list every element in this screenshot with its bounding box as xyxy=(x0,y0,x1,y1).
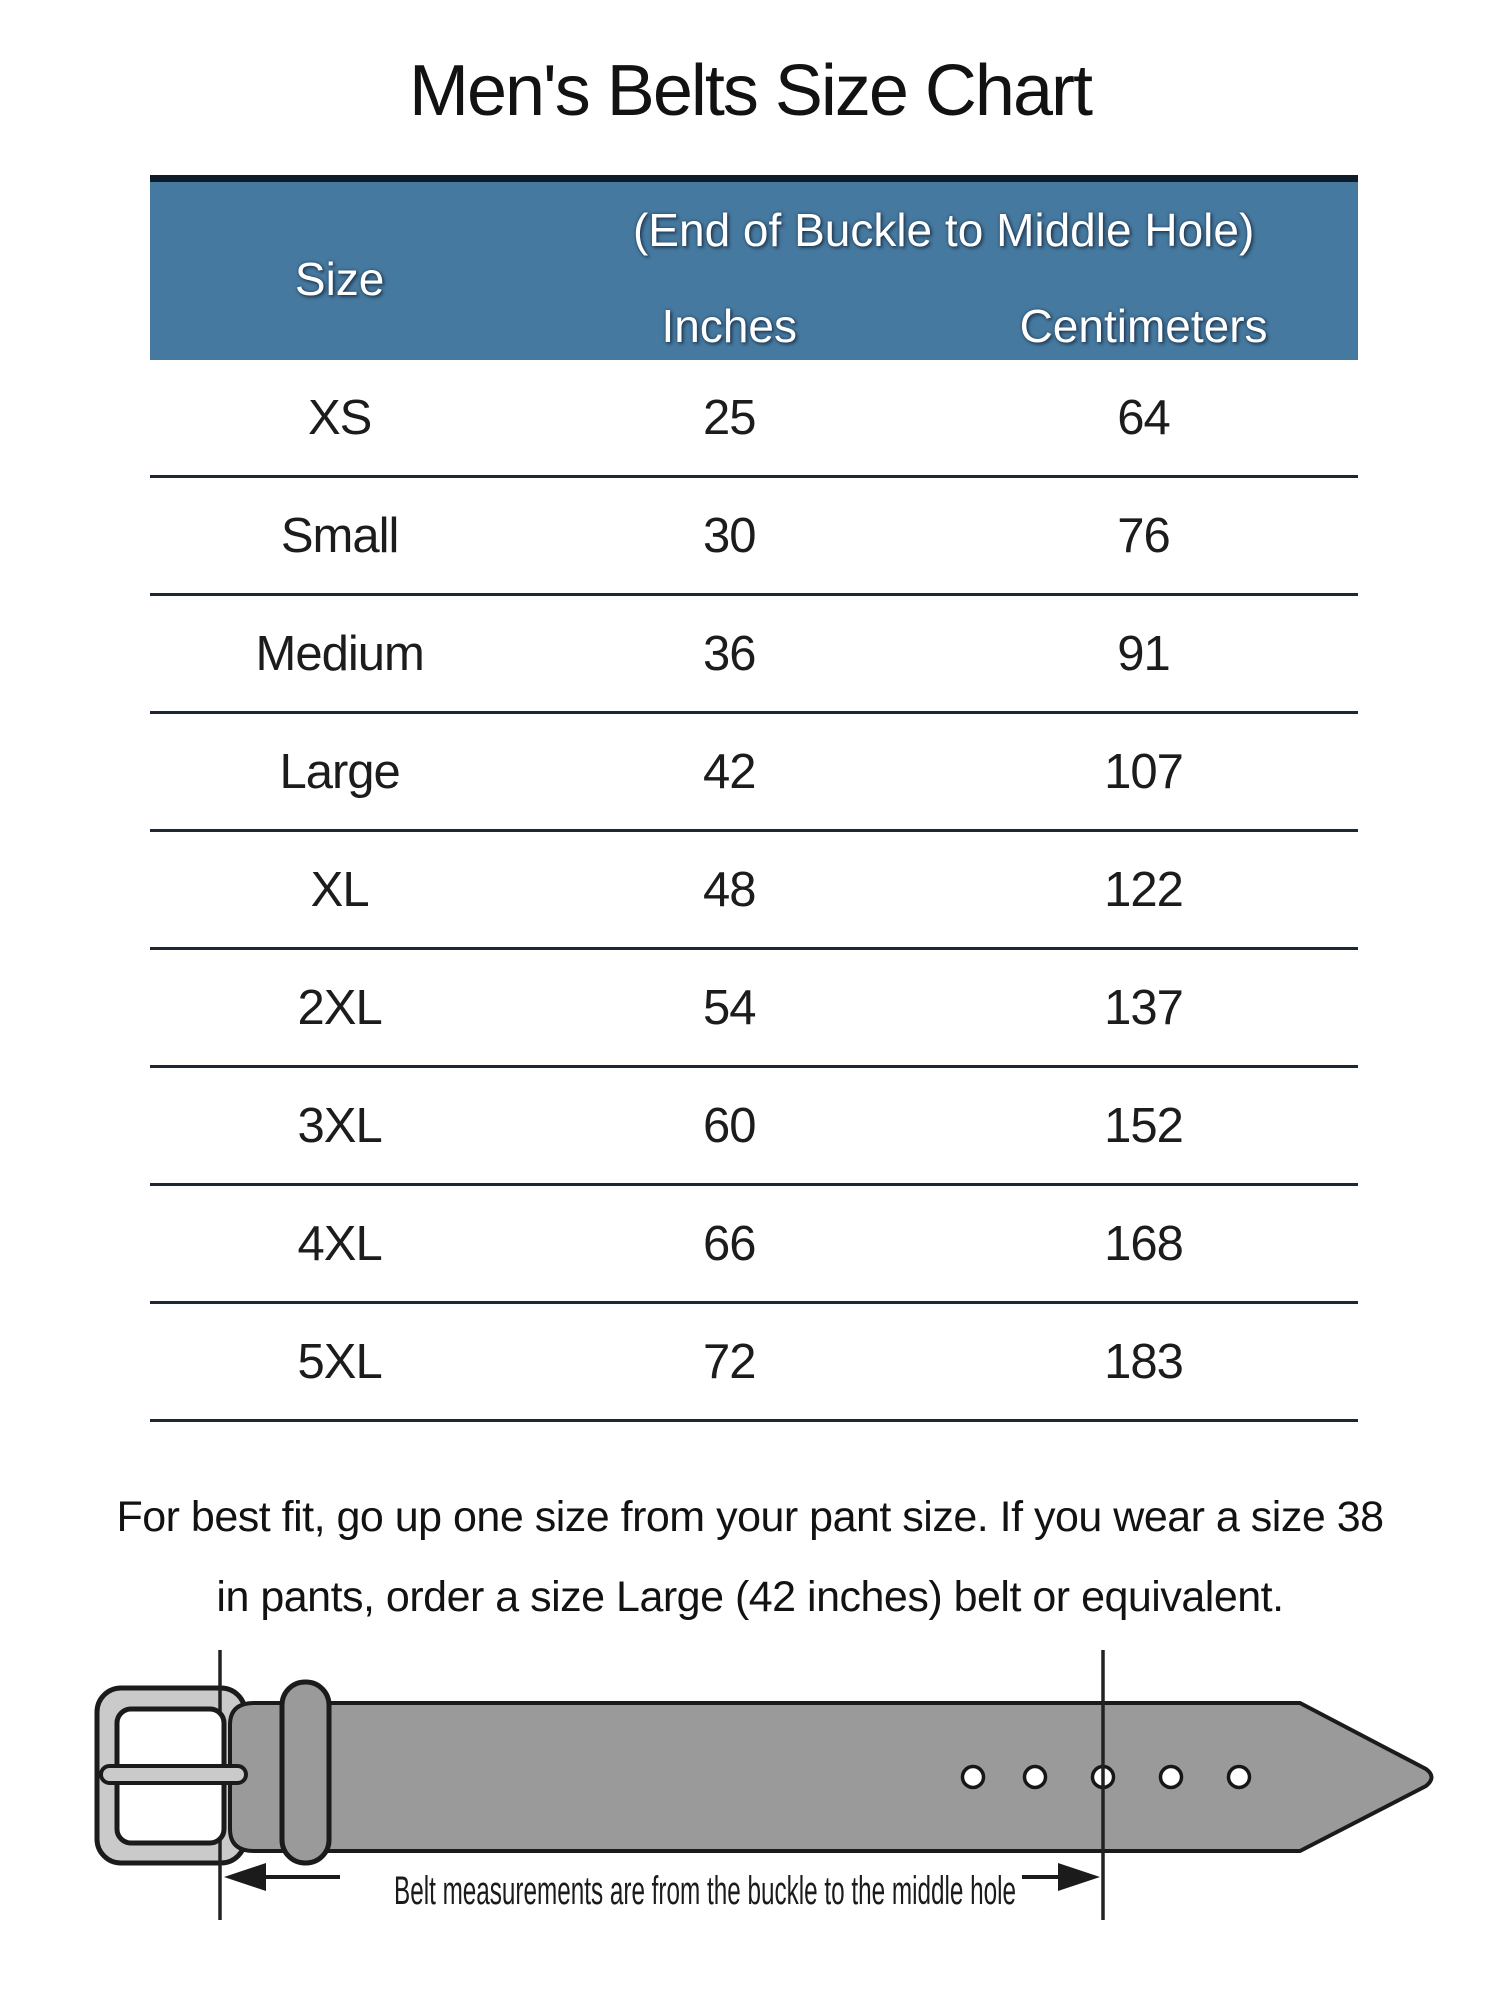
inches-cell: 66 xyxy=(702,1216,757,1271)
size-cell: 4XL xyxy=(297,1216,383,1271)
inches-cell: 60 xyxy=(702,1098,757,1153)
table-row: Medium 36 91 xyxy=(150,596,1358,714)
size-cell: Medium xyxy=(255,626,425,681)
centimeters-cell: 91 xyxy=(1117,626,1171,681)
size-cell: 2XL xyxy=(297,980,383,1035)
size-cell: 5XL xyxy=(297,1334,383,1389)
header-measure-label: (End of Buckle to Middle Hole) xyxy=(632,204,1255,256)
belt-buckle-prong xyxy=(99,1764,248,1785)
size-table: Size (End of Buckle to Middle Hole) Inch… xyxy=(150,175,1358,1422)
inches-cell: 54 xyxy=(702,980,757,1035)
size-cell: XL xyxy=(310,862,370,917)
centimeters-cell: 183 xyxy=(1104,1334,1184,1389)
centimeters-cell: 168 xyxy=(1104,1216,1184,1271)
table-row: 4XL 66 168 xyxy=(150,1186,1358,1304)
belt-hole xyxy=(1022,1764,1048,1790)
table-row: 2XL 54 137 xyxy=(150,950,1358,1068)
inches-cell: 30 xyxy=(702,508,757,563)
centimeters-cell: 152 xyxy=(1104,1098,1184,1153)
belt-hole xyxy=(1158,1764,1184,1790)
size-cell: 3XL xyxy=(297,1098,383,1153)
header-centimeters-label: Centimeters xyxy=(1019,300,1268,352)
belt-hole xyxy=(960,1764,986,1790)
fit-note-line2: in pants, order a size Large (42 inches)… xyxy=(216,1573,1284,1621)
inches-cell: 72 xyxy=(702,1334,757,1389)
fit-note: For best fit, go up one size from your p… xyxy=(0,1477,1500,1637)
size-cell: XS xyxy=(307,390,372,445)
belt-diagram: Belt measurements are from the buckle to… xyxy=(94,1650,1434,1920)
centimeters-cell: 107 xyxy=(1104,744,1184,799)
centimeters-cell: 76 xyxy=(1117,508,1171,563)
inches-cell: 42 xyxy=(702,744,757,799)
table-row: XL 48 122 xyxy=(150,832,1358,950)
inches-cell: 25 xyxy=(702,390,757,445)
centimeters-cell: 122 xyxy=(1104,862,1184,917)
table-row: Small 30 76 xyxy=(150,478,1358,596)
belt-measure-caption: Belt measurements are from the buckle to… xyxy=(394,1869,1016,1913)
belt-hole xyxy=(1226,1764,1252,1790)
centimeters-cell: 64 xyxy=(1117,390,1171,445)
inches-cell: 48 xyxy=(702,862,757,917)
table-row: 5XL 72 183 xyxy=(150,1304,1358,1422)
centimeters-cell: 137 xyxy=(1104,980,1184,1035)
fit-note-line1: For best fit, go up one size from your p… xyxy=(116,1493,1384,1541)
belt-strap xyxy=(228,1701,1434,1853)
header-size-label: Size xyxy=(294,253,385,305)
inches-cell: 36 xyxy=(702,626,757,681)
size-table-body: XS 25 64 Small 30 76 Medium 36 91 L xyxy=(150,360,1358,1422)
size-cell: Small xyxy=(280,508,400,563)
table-row: 3XL 60 152 xyxy=(150,1068,1358,1186)
table-row: XS 25 64 xyxy=(150,360,1358,478)
measure-arrowhead-right xyxy=(1058,1863,1100,1891)
table-row: Large 42 107 xyxy=(150,714,1358,832)
measure-arrowhead-left xyxy=(224,1863,266,1891)
header-inches-label: Inches xyxy=(661,300,797,352)
size-table-header: Size (End of Buckle to Middle Hole) Inch… xyxy=(150,175,1358,360)
belt-keeper-loop xyxy=(279,1679,332,1866)
page-title: Men's Belts Size Chart xyxy=(408,51,1093,131)
size-cell: Large xyxy=(279,744,400,799)
